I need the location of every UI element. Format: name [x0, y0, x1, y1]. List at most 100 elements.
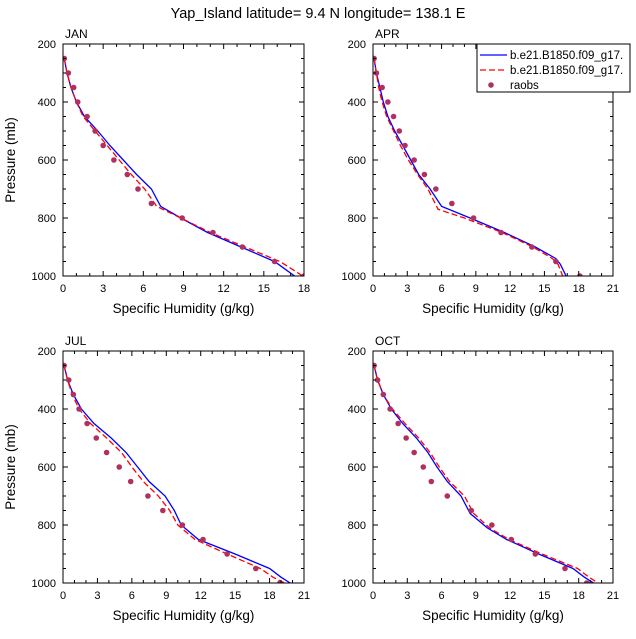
raobs-point — [160, 507, 166, 514]
raobs-point — [468, 507, 475, 514]
panel-jan: 0 3 6 9 12 15 18 200 400 600 800 1000 JAN Specific Hu… — [3, 27, 310, 316]
x-tick-label: 12 — [218, 283, 230, 295]
raobs-point — [93, 435, 100, 441]
x-tick-label: 18 — [263, 590, 275, 602]
y-tick-label: 200 — [38, 346, 56, 358]
raobs-point — [111, 157, 117, 163]
raobs-point — [402, 142, 408, 149]
raobs-point — [103, 449, 110, 456]
x-tick-label: 15 — [538, 283, 550, 295]
x-tick-label: 3 — [100, 283, 106, 295]
raobs-point — [200, 536, 206, 543]
y-tick-label: 400 — [38, 97, 56, 109]
raobs-point — [420, 464, 427, 470]
x-tick-label: 0 — [370, 590, 376, 602]
raobs-point — [411, 449, 417, 456]
raobs-point — [253, 565, 259, 572]
x-tick-label: 9 — [473, 590, 479, 602]
y-tick-label: 1000 — [32, 578, 56, 590]
x-tick-label: 15 — [538, 590, 550, 602]
raobs-point — [470, 215, 477, 221]
x-tick-label: 6 — [129, 590, 135, 602]
x-tick-label: 0 — [60, 283, 66, 295]
x-tick-label: 12 — [504, 283, 516, 295]
raobs-point — [127, 478, 134, 485]
raobs-point — [135, 186, 141, 192]
y-tick-label: 600 — [348, 155, 366, 167]
legend-label: b.e21.B1850.f09_g17. — [510, 50, 623, 62]
raobs-point — [373, 70, 380, 76]
x-tick-label: 18 — [573, 590, 585, 602]
y-tick-label: 800 — [348, 213, 366, 225]
raobs-point — [145, 493, 151, 499]
panel-title: JAN — [65, 27, 88, 41]
model-line-dashed — [373, 365, 599, 583]
raobs-point — [385, 99, 391, 105]
y-tick-label: 600 — [38, 462, 56, 474]
x-tick-label: 12 — [504, 590, 516, 602]
y-tick-label: 400 — [348, 404, 366, 416]
raobs-point — [489, 522, 495, 528]
x-tick-label: 0 — [60, 590, 66, 602]
y-tick-label: 600 — [38, 155, 56, 167]
y-tick-label: 800 — [38, 520, 56, 532]
raobs-point — [179, 522, 186, 528]
panel-title: OCT — [375, 334, 401, 348]
plot-area — [373, 362, 599, 583]
raobs-point — [532, 551, 539, 557]
x-tick-label: 9 — [180, 283, 186, 295]
axis-frame — [62, 43, 305, 277]
model-line-solid — [63, 365, 291, 583]
model-line-solid — [63, 58, 295, 276]
y-tick-label: 400 — [38, 404, 56, 416]
raobs-point — [444, 493, 451, 499]
x-tick-label: 21 — [607, 590, 619, 602]
x-tick-label: 3 — [404, 590, 410, 602]
raobs-point — [387, 406, 393, 412]
raobs-point — [583, 580, 590, 583]
plot-area — [373, 55, 583, 276]
raobs-point — [210, 229, 216, 236]
legend-label: raobs — [510, 80, 539, 92]
y-tick-label: 400 — [348, 97, 366, 109]
panel-jul: 0 3 6 9 12 15 18 21 200 400 600 800 1000 JUL Specific … — [3, 334, 310, 623]
axis-frame — [372, 350, 614, 584]
raobs-point — [374, 377, 381, 383]
raobs-point — [84, 113, 90, 120]
x-tick-label: 21 — [298, 590, 310, 602]
raobs-point — [116, 464, 123, 470]
raobs-point — [301, 273, 304, 276]
raobs-point — [380, 391, 387, 398]
raobs-point — [179, 215, 185, 221]
raobs-point — [224, 551, 230, 557]
x-tick-label: 0 — [370, 283, 376, 295]
raobs-point — [421, 171, 428, 178]
x-tick-label: 15 — [229, 590, 241, 602]
raobs-point — [148, 200, 155, 207]
x-tick-label: 6 — [439, 590, 445, 602]
y-tick-label: 1000 — [342, 271, 366, 283]
raobs-point — [76, 406, 82, 412]
model-line-solid — [373, 58, 567, 276]
raobs-point — [395, 420, 401, 427]
x-tick-label: 9 — [473, 283, 479, 295]
raobs-point — [100, 142, 106, 149]
x-tick-label: 18 — [573, 283, 585, 295]
raobs-point — [239, 244, 246, 250]
legend: b.e21.B1850.f09_g17. b.e21.B1850.f09_g17.… — [476, 43, 631, 93]
y-tick-label: 1000 — [342, 578, 366, 590]
panel-oct: 0 3 6 9 12 15 18 21 200 400 600 800 1000 OCT Specific … — [342, 334, 620, 623]
legend-box — [476, 43, 631, 93]
model-line-dashed — [63, 365, 285, 583]
y-tick-label: 600 — [348, 462, 366, 474]
raobs-point — [92, 128, 98, 134]
raobs-point — [529, 244, 535, 250]
x-axis-title: Specific Humidity (g/kg) — [113, 608, 255, 623]
raobs-point — [498, 229, 504, 236]
x-axis-title: Specific Humidity (g/kg) — [113, 301, 255, 316]
x-axis-title: Specific Humidity (g/kg) — [422, 608, 564, 623]
raobs-point — [411, 157, 417, 163]
raobs-point — [124, 171, 131, 178]
x-tick-label: 3 — [94, 590, 100, 602]
